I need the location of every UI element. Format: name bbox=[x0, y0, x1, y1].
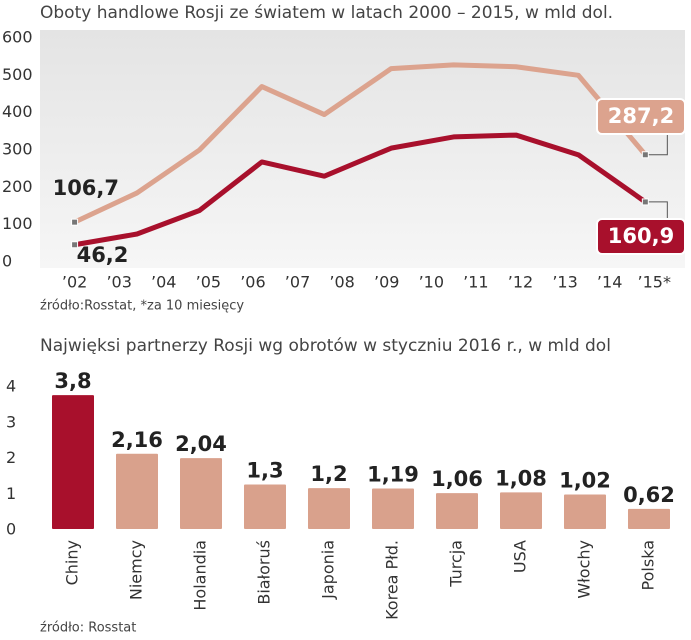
source: źródło:Rosstat, *za 10 miesięcy bbox=[40, 299, 244, 314]
value-label: 1,2 bbox=[310, 462, 347, 486]
x-tick-label: ’13 bbox=[552, 273, 577, 292]
label-box bbox=[596, 98, 686, 135]
value-label: 2,04 bbox=[175, 432, 227, 456]
x-tick-label: ’11 bbox=[463, 273, 488, 292]
y-tick-label: 100 bbox=[2, 214, 33, 233]
x-tick-label: ’04 bbox=[151, 273, 176, 292]
y-tick-label: 600 bbox=[2, 28, 33, 47]
x-tick-label: ’12 bbox=[508, 273, 533, 292]
point-marker bbox=[71, 241, 79, 249]
y-tick-label: 4 bbox=[6, 377, 16, 396]
bar bbox=[178, 456, 224, 532]
x-tick-label: ’06 bbox=[240, 273, 265, 292]
x-tick-label: USA bbox=[511, 540, 530, 573]
x-tick-label: ’07 bbox=[285, 273, 310, 292]
y-tick-label: 0 bbox=[6, 520, 16, 539]
line bbox=[73, 62, 648, 225]
x-tick-label: Niemcy bbox=[127, 540, 146, 600]
connector bbox=[645, 201, 668, 219]
chart-title: Najwięksi partnerzy Rosji wg obrotów w s… bbox=[40, 336, 611, 356]
value-label: 160,9 bbox=[608, 224, 674, 248]
bar bbox=[498, 490, 544, 532]
line bbox=[74, 132, 647, 248]
x-tick-label: Chiny bbox=[63, 540, 82, 585]
value-label: 1,02 bbox=[559, 469, 611, 493]
value-label: 2,16 bbox=[111, 428, 163, 452]
y-tick-label: 200 bbox=[2, 177, 33, 196]
x-tick-label: Białoruś bbox=[255, 540, 274, 605]
y-tick-label: 1 bbox=[6, 484, 16, 503]
bar bbox=[626, 506, 672, 531]
x-tick-label: ’02 bbox=[62, 273, 87, 292]
value-label: 1,06 bbox=[431, 467, 483, 491]
chart-title: Oboty handlowe Rosji ze światem w latach… bbox=[40, 3, 613, 23]
bar bbox=[114, 451, 160, 531]
label-box bbox=[596, 218, 686, 255]
value-label: 3,8 bbox=[54, 369, 91, 393]
y-tick-label: 3 bbox=[6, 412, 16, 431]
value-label: 46,2 bbox=[77, 243, 129, 267]
y-tick-label: 2 bbox=[6, 448, 16, 467]
x-tick-label: Polska bbox=[639, 540, 658, 590]
x-tick-label: Turcja bbox=[447, 540, 466, 588]
value-label: 1,08 bbox=[495, 466, 547, 490]
value-label: 1,19 bbox=[367, 462, 419, 486]
x-tick-label: ’05 bbox=[196, 273, 221, 292]
x-tick-label: Holandia bbox=[191, 540, 210, 611]
value-label: 106,7 bbox=[53, 176, 119, 200]
value-label: 287,2 bbox=[608, 104, 674, 128]
x-tick-label: ’09 bbox=[374, 273, 399, 292]
x-tick-label: ’14 bbox=[597, 273, 622, 292]
connector bbox=[645, 133, 668, 156]
x-tick-label: Korea Płd. bbox=[383, 540, 402, 620]
bar bbox=[370, 486, 416, 531]
bar bbox=[434, 491, 480, 532]
value-label: 1,3 bbox=[246, 459, 283, 483]
x-tick-label: ’10 bbox=[419, 273, 444, 292]
bar bbox=[306, 486, 352, 532]
x-tick-label: Japonia bbox=[319, 540, 338, 600]
point-marker bbox=[641, 198, 649, 206]
bar bbox=[562, 492, 608, 532]
y-tick-label: 300 bbox=[2, 140, 33, 159]
x-tick-label: ’03 bbox=[106, 273, 131, 292]
bar bbox=[50, 393, 96, 531]
x-tick-label: ’15* bbox=[638, 273, 671, 292]
bar bbox=[242, 482, 288, 531]
y-tick-label: 400 bbox=[2, 102, 33, 121]
x-tick-label: Włochy bbox=[575, 540, 594, 599]
x-tick-label: ’08 bbox=[329, 273, 354, 292]
point-marker bbox=[641, 151, 649, 159]
y-tick-label: 500 bbox=[2, 65, 33, 84]
y-tick-label: 0 bbox=[2, 252, 12, 271]
source: źródło: Rosstat bbox=[40, 621, 136, 636]
value-label: 0,62 bbox=[623, 483, 675, 507]
point-marker bbox=[71, 218, 79, 226]
